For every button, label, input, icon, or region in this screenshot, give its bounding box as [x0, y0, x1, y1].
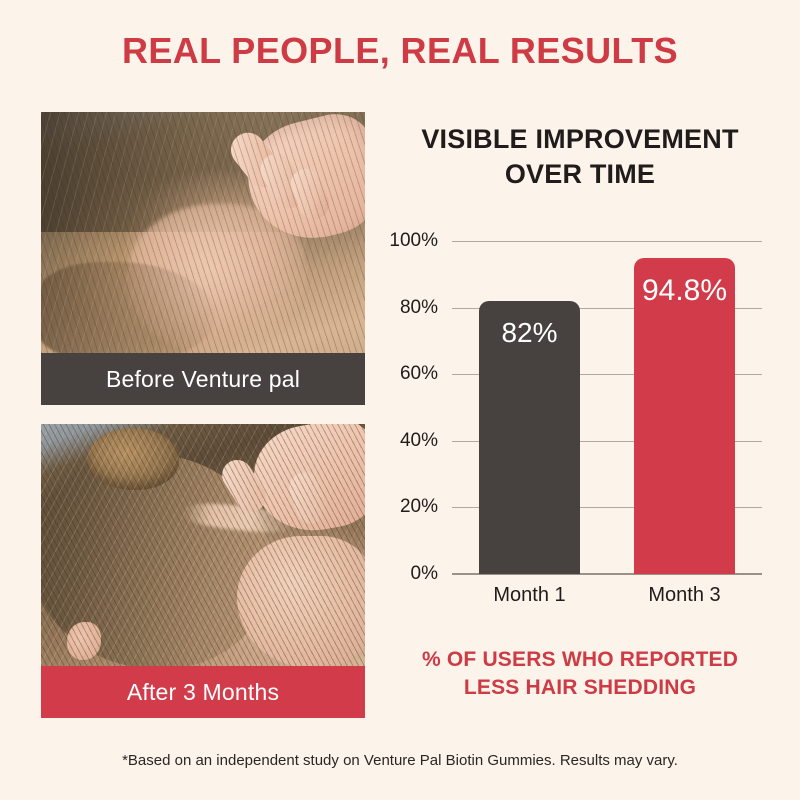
y-axis-tick-label: 40% [399, 429, 438, 451]
x-axis-tick-label: Month 3 [648, 584, 721, 606]
page-headline: REAL PEOPLE, REAL RESULTS [121, 30, 679, 71]
chart-gridline [452, 307, 762, 309]
chart-title-line-1: VISIBLE IMPROVEMENT [421, 124, 739, 154]
before-photo-hair-strands [41, 112, 365, 353]
before-photo-card: Before Venture pal [41, 112, 365, 405]
chart-gridline [452, 507, 762, 509]
x-axis-tick-label: Month 1 [493, 584, 566, 606]
chart-bar: 82% [479, 300, 580, 574]
after-photo-forehead [237, 536, 365, 666]
chart-bar-value-label: 82% [501, 316, 558, 348]
y-axis-tick-label: 60% [399, 363, 438, 385]
after-photo-caption: After 3 Months [41, 666, 365, 718]
chart-gridline [452, 440, 762, 442]
chart-bar-value-label: 94.8% [641, 274, 728, 308]
bar-chart: 0% 20% 40% 60% 80% 100% 82% Month 1 94.8% Month 3 [380, 225, 780, 606]
chart-axis-baseline [452, 573, 762, 575]
chart-subtitle-line-2: LESS HAIR SHEDDING [463, 675, 697, 699]
y-axis-tick-label: 20% [399, 496, 438, 518]
footnote-disclaimer: *Based on an independent study on Ventur… [122, 752, 678, 769]
before-photo-image [41, 112, 365, 353]
after-photo-ear [67, 622, 101, 660]
chart-bar: 94.8% [634, 258, 735, 574]
before-photo-caption: Before Venture pal [41, 353, 365, 405]
before-photo-lower-hair [41, 262, 215, 353]
after-photo-card: After 3 Months [41, 424, 365, 718]
y-axis-tick-label: 100% [389, 230, 438, 251]
y-axis-tick-label: 80% [399, 296, 438, 318]
y-axis-tick-label: 0% [410, 563, 438, 584]
chart-subtitle-line-1: % OF USERS WHO REPORTED [421, 648, 739, 671]
after-photo-hair-strands [41, 424, 365, 666]
chart-gridline [452, 241, 762, 242]
after-photo-image [41, 424, 365, 666]
chart-title-line-2: OVER TIME [504, 158, 656, 189]
chart-subtitle: % OF USERS WHO REPORTED LESS HAIR SHEDDI… [372, 646, 788, 701]
after-photo-hair-bun [87, 428, 179, 490]
chart-gridline [452, 374, 762, 376]
chart-title: VISIBLE IMPROVEMENT OVER TIME [380, 122, 780, 191]
